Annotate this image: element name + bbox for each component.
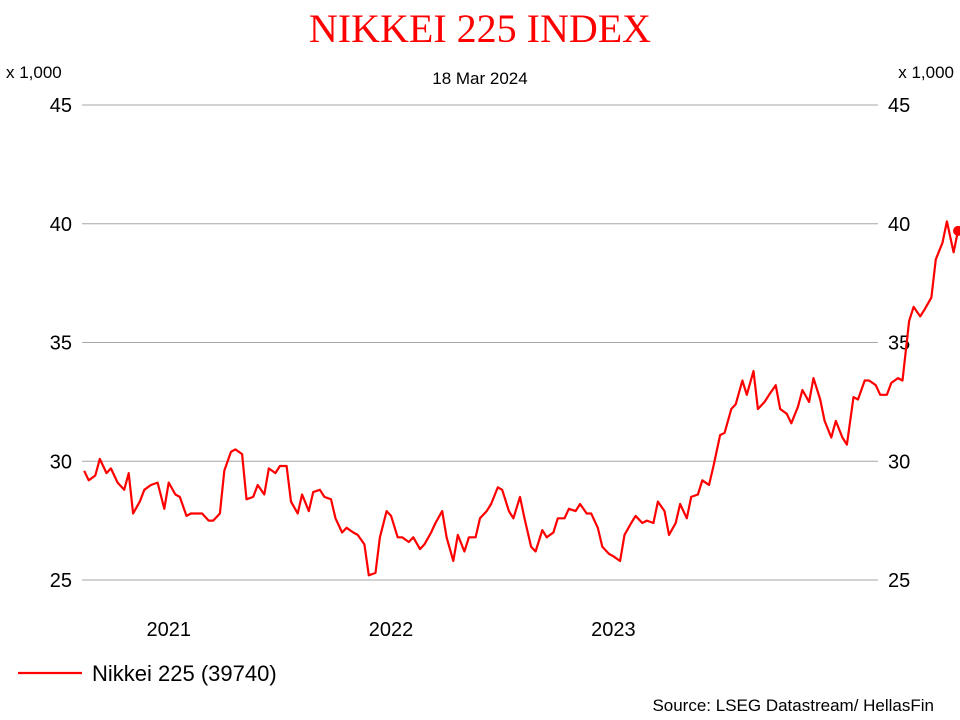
y-tick-left-45: 45 bbox=[50, 95, 72, 117]
y-tick-left-40: 40 bbox=[50, 214, 72, 236]
last-point-marker bbox=[953, 225, 960, 236]
x-tick-2022: 2022 bbox=[369, 619, 414, 641]
y-tick-right-25: 25 bbox=[888, 570, 910, 592]
source-note: Source: LSEG Datastream/ HellasFin bbox=[652, 696, 934, 715]
x-tick-labels: 2021 2022 2023 bbox=[146, 619, 635, 641]
y-tick-left-35: 35 bbox=[50, 333, 72, 355]
x-tick-2021: 2021 bbox=[146, 619, 191, 641]
y-tick-right-35: 35 bbox=[888, 333, 910, 355]
right-y-tick-labels: 25 30 35 40 45 bbox=[888, 95, 910, 592]
legend: Nikkei 225 (39740) bbox=[18, 661, 277, 686]
legend-label: Nikkei 225 (39740) bbox=[92, 661, 277, 686]
y-tick-right-30: 30 bbox=[888, 451, 910, 473]
right-axis-unit: x 1,000 bbox=[898, 63, 954, 82]
series-line-nikkei-225 bbox=[83, 220, 960, 577]
gridlines bbox=[82, 104, 878, 581]
left-y-tick-labels: 25 30 35 40 45 bbox=[50, 95, 72, 592]
left-axis-unit: x 1,000 bbox=[6, 63, 62, 82]
chart-subtitle: 18 Mar 2024 bbox=[432, 69, 527, 88]
y-tick-left-25: 25 bbox=[50, 570, 72, 592]
y-tick-left-30: 30 bbox=[50, 451, 72, 473]
y-tick-right-40: 40 bbox=[888, 214, 910, 236]
x-tick-2023: 2023 bbox=[591, 619, 636, 641]
chart-title: NIKKEI 225 INDEX bbox=[309, 6, 651, 51]
y-tick-right-45: 45 bbox=[888, 95, 910, 117]
